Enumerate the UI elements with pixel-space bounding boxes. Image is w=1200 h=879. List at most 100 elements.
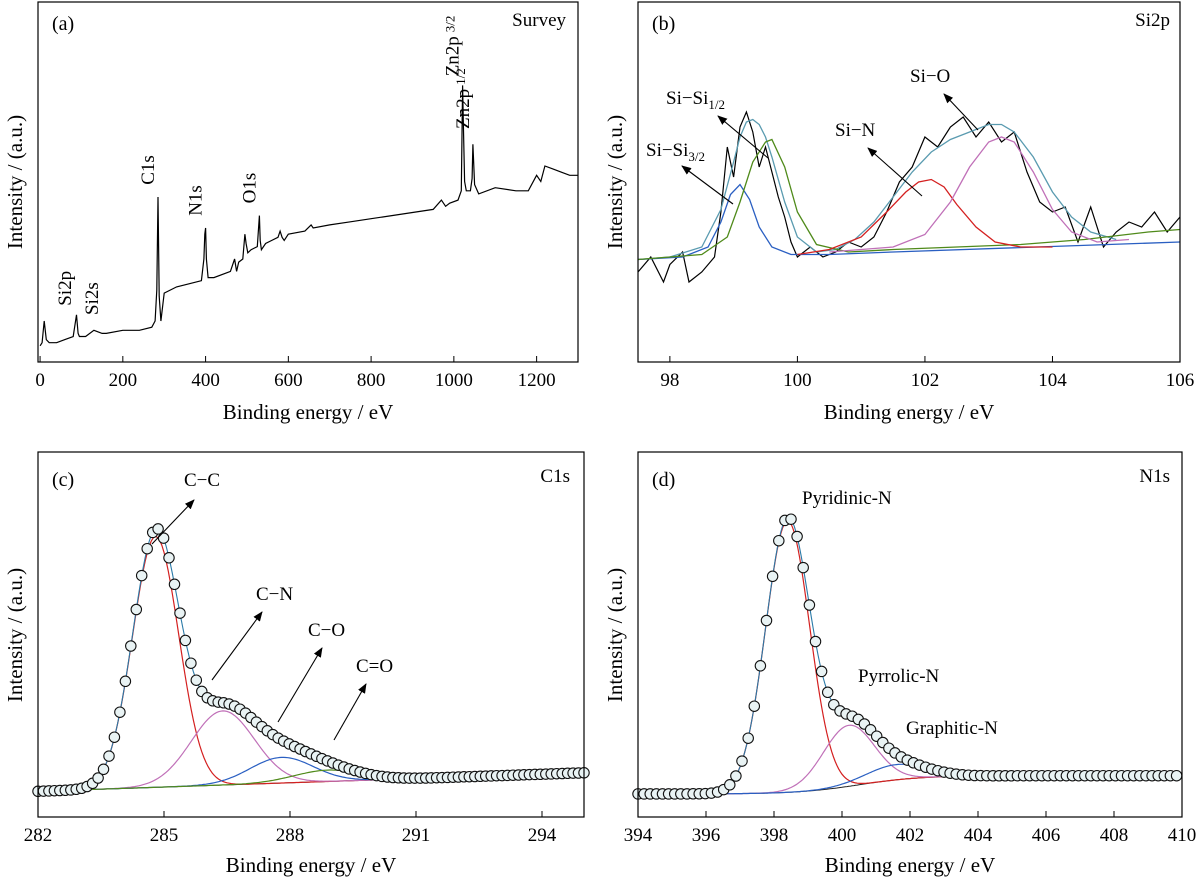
data-point — [185, 657, 197, 669]
panel-b-ylabel: Intensity / (a.u.) — [603, 115, 627, 249]
data-point — [803, 599, 816, 611]
arrow-si-o — [943, 93, 979, 131]
xtick-label: 285 — [150, 825, 179, 846]
data-point — [157, 532, 170, 544]
xtick-label: 404 — [964, 825, 993, 846]
annot-si-n: Si−N — [835, 120, 876, 141]
xtick-label: 100 — [783, 370, 812, 391]
arrow-c-o — [277, 647, 323, 723]
panel-b-marks — [637, 110, 1181, 284]
panel-d-tag: (d) — [652, 469, 675, 491]
peak-label-main: N1s — [186, 185, 207, 216]
peak-label-main: Si2p — [55, 271, 76, 306]
annot-si-si-1-2-sub: 1/2 — [708, 97, 725, 112]
panel-d-marks — [632, 513, 1183, 800]
peak-label: Si2p — [55, 271, 76, 306]
panel-b-title: Si2p — [1135, 10, 1170, 31]
data-point — [92, 772, 104, 784]
data-point — [815, 665, 828, 678]
panel-a-tag: (a) — [52, 13, 74, 35]
data-point — [730, 770, 742, 782]
xtick-label: 288 — [276, 825, 305, 846]
panel-a-marks — [39, 85, 578, 347]
si2p-raw-line — [637, 110, 1181, 284]
panel-c-ylabel: Intensity / (a.u.) — [3, 568, 27, 702]
annot-si-si-3-2-main: Si−Si — [646, 140, 688, 161]
panel-a-frame — [37, 1, 579, 363]
xtick-label: 106 — [1166, 370, 1195, 391]
data-point — [797, 561, 809, 574]
data-point — [809, 635, 822, 648]
arrow-c-eq-o — [333, 683, 367, 741]
xtick-label: 600 — [274, 370, 303, 391]
panel-c-annotations: C−C C−N C−O C=O — [151, 470, 393, 741]
peak-label-main: C1s — [138, 155, 159, 185]
peak-label-sub: 1/2 — [453, 68, 468, 85]
xtick-label: 282 — [24, 825, 53, 846]
arrow-si-si-1-2 — [717, 115, 769, 159]
peak-label-main: O1s — [239, 173, 260, 204]
panel-a-ylabel: Intensity / (a.u.) — [3, 115, 27, 249]
peak-label: C1s — [138, 155, 159, 185]
panel-d-xlabel: Binding energy / eV — [825, 853, 996, 877]
data-point — [1170, 769, 1183, 782]
data-point — [190, 674, 203, 686]
panel-c-title: C1s — [540, 466, 570, 487]
data-point — [168, 578, 181, 591]
xtick-label: 396 — [692, 825, 721, 846]
data-point — [791, 530, 803, 543]
data-point — [754, 660, 767, 672]
xtick-label: 104 — [1038, 370, 1067, 391]
panel-b-xlabel: Binding energy / eV — [824, 400, 995, 424]
data-point — [766, 570, 779, 583]
panel-c-tag: (c) — [52, 469, 74, 491]
data-point — [724, 779, 736, 791]
data-point — [736, 755, 748, 767]
data-point — [748, 700, 761, 712]
data-point — [103, 750, 115, 762]
data-point — [785, 513, 797, 525]
panel-b-ticks: 98 100 102 104 106 — [660, 356, 1194, 391]
si2p-envelope-line — [637, 118, 1117, 261]
survey-spectrum-line — [39, 85, 578, 347]
pyridinic-n-component — [638, 520, 1182, 795]
arrow-si-si-3-2 — [681, 165, 734, 205]
peak-label-main: Zn2p — [453, 89, 474, 129]
peak-label: O1s — [239, 173, 260, 204]
panel-c-xlabel: Binding energy / eV — [226, 853, 397, 877]
si-si-3-2-component — [637, 183, 1181, 261]
xtick-label: 294 — [528, 825, 557, 846]
peak-label-main: Zn2p — [443, 36, 464, 76]
annot-c-o: C−O — [308, 620, 345, 641]
annot-pyridinic-n: Pyridinic-N — [802, 488, 892, 509]
data-point — [141, 542, 153, 555]
annot-c-n: C−N — [256, 584, 293, 605]
peak-label: Si2s — [82, 282, 103, 315]
data-point — [108, 731, 121, 743]
panel-b-frame — [637, 1, 1181, 363]
xtick-label: 394 — [624, 825, 653, 846]
panel-d-ylabel: Intensity / (a.u.) — [603, 568, 627, 702]
panel-a-ticks: 0 200 400 600 800 1000 1200 — [35, 356, 556, 391]
peak-label-sub: 3/2 — [443, 16, 458, 33]
si-si-1-2-component — [637, 138, 1181, 261]
xtick-label: 0 — [35, 370, 45, 391]
annot-graphitic-n: Graphitic-N — [906, 718, 998, 739]
data-point — [152, 523, 164, 535]
xtick-label: 102 — [911, 370, 940, 391]
data-point — [130, 603, 143, 616]
panel-a-title: Survey — [512, 10, 566, 31]
peak-label: Zn2p 3/2 — [443, 16, 464, 77]
data-point — [760, 614, 773, 627]
panel-a-survey: 0 200 400 600 800 1000 1200 (a) Survey Binding… — [3, 1, 579, 424]
data-point — [114, 706, 126, 718]
xtick-label: 200 — [109, 370, 138, 391]
panel-c-frame — [37, 451, 585, 818]
peak-label: N1s — [186, 185, 207, 216]
xtick-label: 400 — [828, 825, 857, 846]
panel-d-ticks: 394 396 398 400 402 404 406 408 410 — [624, 811, 1196, 846]
data-point — [135, 569, 148, 582]
panel-d-n1s: 394 396 398 400 402 404 406 408 410 (d) N1s Bind… — [603, 451, 1196, 877]
